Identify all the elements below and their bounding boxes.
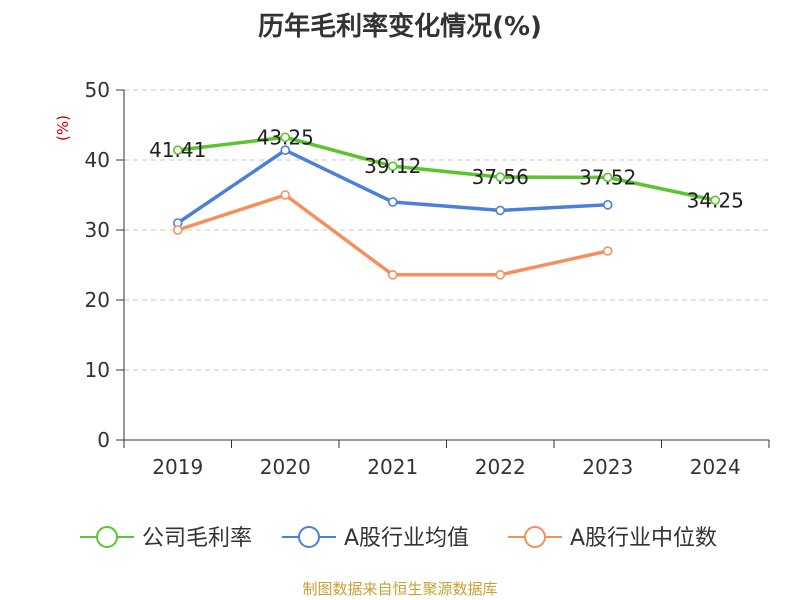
legend-label: A股行业中位数: [570, 526, 717, 551]
x-tick-label: 2019: [152, 455, 203, 479]
y-tick-label: 50: [85, 78, 110, 102]
legend: 公司毛利率 A股行业均值 A股行业中位数: [80, 526, 717, 551]
chart-title: 历年毛利率变化情况(%): [258, 12, 542, 42]
axes: 0 10 20 30 40 50 2019 2020 2021 2022 2023 2024 (%): [54, 78, 770, 479]
data-point: [495, 269, 506, 280]
data-point: [280, 190, 291, 200]
data-label: 37.56: [472, 165, 529, 189]
series-line-0: [176, 135, 717, 202]
data-point: [495, 205, 506, 216]
data-point: [387, 161, 398, 171]
data-label: 43.25: [257, 125, 314, 149]
data-point: [602, 200, 613, 210]
y-tick-label: 40: [85, 148, 110, 172]
data-label: 34.25: [687, 188, 744, 212]
legend-label: A股行业均值: [344, 526, 469, 551]
x-tick-label: 2024: [690, 455, 741, 479]
x-tick-label: 2020: [260, 455, 311, 479]
data-point: [602, 246, 613, 256]
legend-label: 公司毛利率: [142, 526, 252, 551]
y-tick-label: 10: [85, 358, 110, 382]
x-tick-label: 2023: [582, 455, 633, 479]
y-tick-label: 30: [85, 218, 110, 242]
data-point: [387, 197, 398, 207]
y-tick-label: 0: [97, 428, 110, 452]
data-point: [172, 145, 183, 155]
data-label: 41.41: [149, 138, 206, 162]
y-axis-label: (%): [54, 115, 72, 141]
data-point: [172, 225, 183, 235]
y-tick-label: 20: [85, 288, 110, 312]
data-point: [495, 172, 506, 182]
data-point: [602, 172, 613, 183]
legend-marker: [96, 526, 118, 548]
data-point: [710, 195, 721, 206]
series-lines: [172, 132, 721, 280]
x-tick-label: 2021: [367, 455, 418, 479]
data-point: [387, 269, 398, 280]
data-label: 39.12: [364, 154, 421, 178]
grid-lines: [124, 89, 769, 371]
legend-marker: [298, 526, 320, 548]
legend-marker: [524, 526, 546, 548]
x-tick-label: 2022: [475, 455, 526, 479]
data-labels: 41.41 43.25 39.12 37.56 37.52 34.25: [149, 125, 744, 212]
data-point: [280, 145, 291, 155]
data-label: 37.52: [579, 165, 636, 189]
source-note: 制图数据来自恒生聚源数据库: [302, 580, 498, 598]
data-point: [280, 132, 291, 143]
